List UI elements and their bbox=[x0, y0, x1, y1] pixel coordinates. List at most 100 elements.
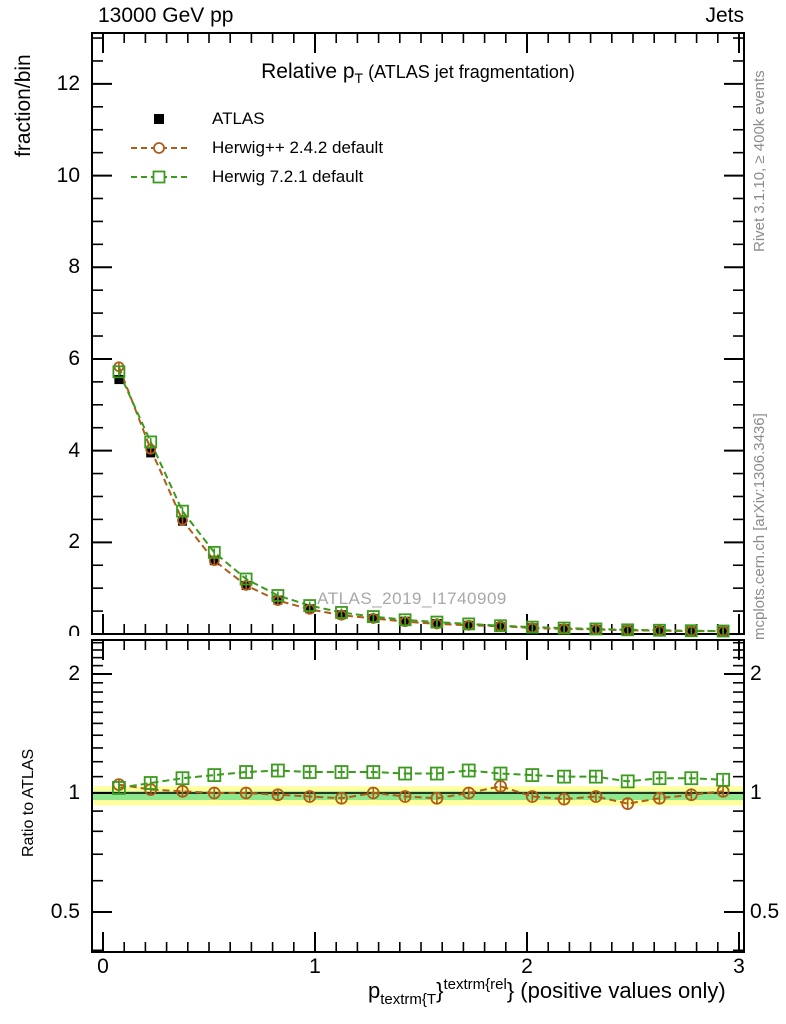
ratio-panel-frame bbox=[91, 639, 745, 953]
data-marker bbox=[366, 765, 381, 779]
data-marker bbox=[621, 623, 635, 637]
legend-label: ATLAS bbox=[212, 109, 265, 128]
green-band bbox=[92, 791, 744, 801]
series-herwig7-main bbox=[112, 365, 730, 638]
series-line bbox=[117, 366, 724, 633]
data-marker bbox=[271, 589, 285, 602]
x-axis-label-subscript: textrm{T bbox=[380, 991, 437, 1008]
data-marker bbox=[398, 790, 412, 803]
legend-item-herwig7: Herwig 7.2.1 default bbox=[130, 166, 383, 188]
data-marker bbox=[335, 791, 348, 805]
data-marker bbox=[462, 617, 476, 631]
data-marker bbox=[684, 624, 698, 638]
data-marker bbox=[430, 615, 444, 629]
x-axis-label: ptextrm{T}textrm{rel} (positive values o… bbox=[368, 976, 726, 1008]
data-marker bbox=[335, 606, 348, 619]
data-marker bbox=[462, 786, 476, 800]
data-marker bbox=[620, 774, 635, 789]
legend-label: Herwig++ 2.4.2 default bbox=[212, 138, 384, 157]
data-marker bbox=[303, 790, 317, 803]
ratio-y-tick-label-right: 0.5 bbox=[750, 900, 780, 923]
data-marker bbox=[684, 771, 699, 786]
main-panel-frame bbox=[91, 32, 745, 635]
data-marker bbox=[493, 766, 508, 781]
x-axis-label-brace1: } bbox=[436, 978, 444, 1003]
data-marker bbox=[684, 788, 698, 802]
data-marker bbox=[207, 545, 221, 559]
data-marker bbox=[366, 610, 380, 623]
data-marker bbox=[112, 365, 126, 379]
series-line bbox=[118, 769, 724, 789]
main-y-tick-label: 10 bbox=[56, 163, 80, 187]
process-label: Jets bbox=[705, 4, 744, 27]
data-marker bbox=[239, 572, 253, 586]
plot-title-main: Relative p bbox=[261, 60, 355, 83]
data-marker bbox=[303, 599, 317, 612]
main-y-tick-label: 0 bbox=[68, 623, 80, 636]
data-marker bbox=[621, 797, 635, 811]
data-marker bbox=[207, 786, 221, 800]
main-y-tick-label-clipped: 0 bbox=[38, 623, 80, 636]
data-marker bbox=[114, 375, 124, 385]
ratio-y-tick-label-right: 1 bbox=[750, 781, 762, 804]
series-line-herwig7-ratio bbox=[118, 769, 724, 789]
data-marker bbox=[525, 620, 539, 634]
data-marker bbox=[652, 771, 667, 786]
data-marker bbox=[461, 763, 476, 778]
x-axis-label-base: p bbox=[368, 978, 381, 1003]
data-marker bbox=[112, 781, 126, 795]
x-tick-label: 0 bbox=[97, 955, 109, 978]
legend: ATLAS Herwig++ 2.4.2 default Herwig 7.2.1 … bbox=[130, 108, 383, 188]
data-marker bbox=[239, 786, 253, 800]
ratio-uncertainty-bands bbox=[92, 786, 744, 806]
data-marker bbox=[176, 504, 189, 518]
open-circle-legend-icon bbox=[131, 142, 187, 154]
legend-label: Herwig 7.2.1 default bbox=[212, 167, 364, 186]
data-marker bbox=[589, 790, 603, 803]
data-marker bbox=[271, 788, 285, 802]
x-axis-label-suffix: (positive values only) bbox=[514, 978, 726, 1003]
ratio-y-axis-label: Ratio to ATLAS bbox=[20, 748, 37, 857]
x-tick-label: 2 bbox=[521, 955, 533, 978]
main-y-axis-label: fraction/bin bbox=[12, 54, 35, 157]
plot-title-suffix: (ATLAS jet fragmentation) bbox=[363, 62, 575, 82]
main-y-tick-label: 2 bbox=[68, 530, 80, 554]
series-line-herwigpp-main bbox=[117, 366, 724, 633]
series-herwigpp-main bbox=[113, 361, 729, 637]
plot-title-sub: T bbox=[354, 70, 364, 87]
data-marker bbox=[143, 776, 158, 790]
ratio-y-tick-label: 0.5 bbox=[50, 900, 80, 923]
data-marker bbox=[716, 772, 730, 787]
series-herwig7-ratio bbox=[112, 763, 730, 795]
main-y-tick-label: 12 bbox=[56, 71, 80, 95]
data-marker bbox=[589, 622, 603, 636]
data-marker bbox=[270, 763, 285, 778]
analysis-id-watermark: ATLAS_2019_I1740909 bbox=[317, 589, 507, 608]
axis-ticks bbox=[92, 33, 744, 952]
data-marker bbox=[589, 769, 603, 784]
x-axis-label-superscript: textrm{rel bbox=[443, 976, 507, 993]
data-marker bbox=[557, 621, 571, 635]
data-marker bbox=[557, 769, 571, 784]
data-marker bbox=[207, 768, 222, 782]
mcplots-arxiv-note: mcplots.cern.ch [arXiv:1306.3436] bbox=[751, 413, 768, 640]
data-marker bbox=[525, 768, 540, 782]
ratio-y-tick-label: 1 bbox=[68, 781, 80, 804]
data-marker bbox=[366, 786, 380, 800]
data-marker bbox=[557, 792, 571, 806]
data-marker bbox=[334, 765, 349, 779]
data-marker bbox=[653, 791, 666, 805]
open-square-legend-icon bbox=[131, 170, 187, 184]
main-y-tick-label: 4 bbox=[68, 438, 80, 462]
main-y-tick-label: 8 bbox=[68, 255, 80, 279]
data-marker bbox=[525, 790, 539, 803]
data-marker bbox=[239, 765, 254, 779]
rivet-version-note: Rivet 3.1.10, ≥ 400k events bbox=[751, 70, 768, 252]
plot-title: Relative pT (ATLAS jet fragmentation) bbox=[92, 60, 744, 86]
ratio-y-tick-label: 2 bbox=[68, 662, 80, 685]
data-marker bbox=[494, 619, 507, 633]
data-marker bbox=[653, 623, 666, 637]
legend-item-atlas: ATLAS bbox=[130, 108, 383, 130]
x-axis-label-brace2: } bbox=[506, 978, 515, 1003]
